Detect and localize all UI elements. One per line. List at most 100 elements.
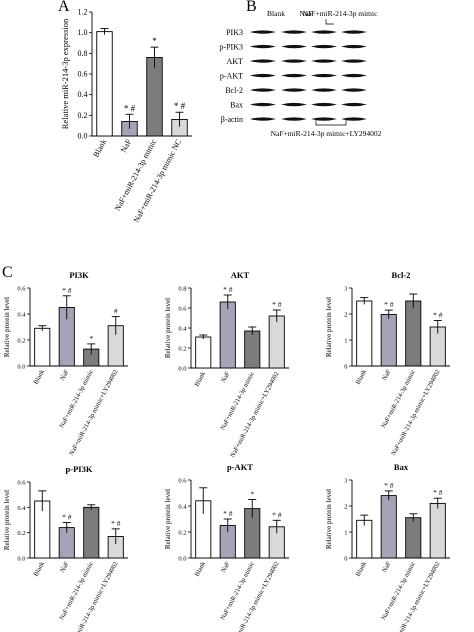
blot-band: [281, 102, 307, 107]
y-tick-label: 0.8: [178, 286, 186, 293]
y-tick-label: 1: [344, 530, 347, 537]
y-tick-label: 1.2: [78, 8, 88, 17]
blot-band: [281, 88, 307, 92]
x-tick-label: NaF: [59, 560, 71, 574]
blot-band: [311, 102, 337, 107]
chart-title: p-PI3K: [66, 464, 93, 474]
x-tick-label: NaF: [381, 560, 393, 574]
x-tick-label: Blank: [355, 560, 369, 578]
panel-label-c: C: [2, 264, 13, 281]
y-tick-label: 2: [344, 312, 347, 319]
blot-row-label: Bcl-2: [225, 86, 243, 95]
x-tick-label: NaF: [381, 368, 393, 382]
x-tick-label: Blank: [33, 368, 47, 386]
y-axis-label: Relative miR-214-3p expression: [60, 18, 70, 129]
x-tick-label: NaF: [220, 560, 232, 574]
y-tick-label: 0.4: [17, 312, 26, 319]
y-tick-label: 0.6: [17, 480, 26, 487]
significance-label: * #: [272, 300, 282, 309]
y-tick-label: 0.2: [17, 338, 25, 345]
chart-p-akt: p-AKT 0.0 0.2 0.4 0.6 Relative protein level B…: [164, 462, 289, 632]
y-tick-label: 0.6: [78, 70, 88, 79]
chart-p-pi3k: p-PI3K 0.0 0.2 0.4 0.6 Relative protein level…: [3, 464, 128, 632]
blot-band: [311, 88, 337, 92]
y-axis-label: Relative protein level: [325, 297, 333, 357]
significance-label: * #: [433, 311, 443, 320]
y-tick-label: 0.2: [178, 346, 186, 353]
x-tick-label: Blank: [194, 370, 208, 388]
blot-band: [341, 73, 367, 78]
y-tick-label: 2: [344, 504, 347, 511]
y-axis-label: Relative protein level: [3, 490, 11, 550]
significance-label: #: [114, 307, 118, 316]
y-tick-label: 0.4: [17, 505, 26, 512]
y-tick-label: 0.0: [178, 366, 186, 373]
chart-title: AKT: [231, 270, 250, 280]
blot-header-bracket: [325, 19, 334, 25]
blot-band: [250, 30, 276, 34]
bar: [356, 300, 373, 367]
y-axis-label: Relative protein level: [3, 297, 11, 357]
y-tick-label: 0.0: [78, 132, 88, 141]
chart-title: Bcl-2: [392, 270, 411, 280]
y-tick-label: 0.6: [178, 478, 187, 485]
x-tick-label: NaF+miR-214-3p mimic+LY294002: [68, 369, 119, 457]
blot-row-label: Bax: [230, 101, 243, 110]
blot-band: [250, 44, 276, 49]
y-tick-label: 1: [344, 338, 347, 345]
x-tick-label: NaF+miR-214-3p mimic NC: [132, 138, 184, 224]
bar: [195, 336, 212, 369]
blot-row-label: PIK3: [226, 28, 243, 37]
bar: [356, 519, 373, 559]
bar: [429, 502, 446, 559]
bar: [405, 300, 422, 367]
significance-label: *: [250, 490, 254, 499]
chart-pi3k: PI3K 0.0 0.2 0.4 0.6 Relative protein level Bl…: [3, 270, 128, 457]
y-tick-label: 3: [344, 478, 347, 485]
bar: [380, 314, 397, 367]
blot-band: [311, 30, 337, 34]
blot-band: [341, 30, 367, 34]
blot-row-label: p-AKT: [220, 72, 243, 81]
y-tick-label: 0.2: [17, 530, 25, 537]
bar: [244, 330, 261, 369]
significance-label: * #: [111, 519, 121, 528]
blot-band: [341, 102, 367, 107]
chart-bax: Bax 0 1 2 3 Relative protein level Blank * # NaF…: [325, 462, 450, 632]
chart-title: PI3K: [69, 270, 89, 280]
bar: [96, 31, 113, 137]
x-tick-label: NaF: [119, 137, 134, 154]
blot-band: [281, 59, 307, 63]
y-tick-label: 0: [344, 364, 347, 371]
y-tick-label: 0.0: [17, 556, 25, 563]
significance-label: * #: [384, 481, 394, 490]
chart-a: 0.0 0.2 0.4 0.6 0.8 1.0 1.2 Relative miR-214-3p…: [60, 8, 192, 224]
bar: [219, 301, 236, 369]
y-tick-label: 0.6: [178, 306, 187, 313]
bar: [268, 315, 285, 369]
significance-label: * #: [174, 101, 186, 111]
blot-row-label: β-actin: [221, 115, 243, 124]
y-tick-label: 0.0: [17, 364, 25, 371]
panel-label-b: B: [246, 0, 257, 15]
blot-header-mimic: NaF+miR-214-3p mimic: [303, 9, 379, 18]
y-tick-label: 0.6: [17, 286, 26, 293]
bar: [380, 495, 397, 559]
blot-header-naf: NaF: [300, 9, 313, 18]
bar: [34, 327, 51, 367]
blot-band: [281, 44, 307, 49]
x-tick-label: Blank: [194, 560, 208, 578]
blot-band: [250, 102, 276, 107]
blot-footer-bracket: [315, 120, 347, 126]
blot-band: [281, 117, 307, 121]
y-axis-label: Relative protein level: [164, 489, 172, 549]
significance-label: * #: [384, 300, 394, 309]
blot-band: [281, 73, 307, 78]
blot-band: [341, 59, 367, 63]
chart-akt: AKT 0.0 0.2 0.4 0.6 0.8 Relative protein level…: [164, 270, 289, 459]
significance-label: *: [152, 36, 157, 46]
blot-band: [311, 59, 337, 63]
y-tick-label: 0.0: [178, 556, 186, 563]
blot-band: [311, 73, 337, 78]
